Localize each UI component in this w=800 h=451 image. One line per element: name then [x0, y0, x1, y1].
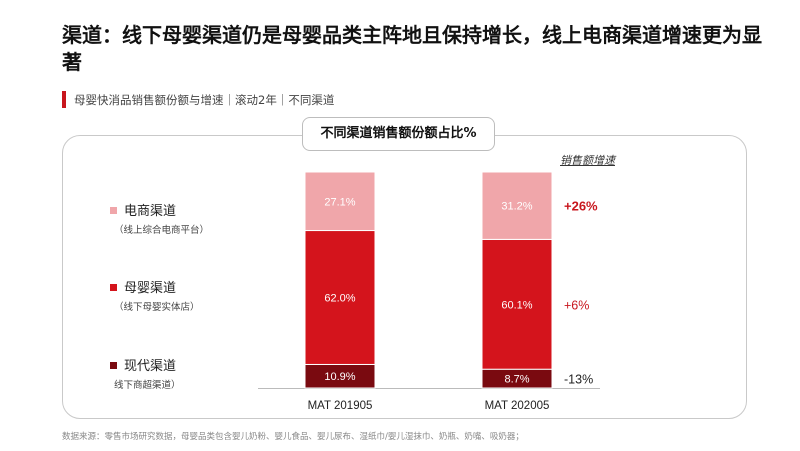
- data-label-ecommerce: 31.2%: [501, 201, 532, 213]
- legend-note-ecommerce: （线上综合电商平台）: [114, 225, 210, 236]
- data-label-maternity: 62.0%: [324, 292, 355, 304]
- growth-label-maternity: +6%: [564, 298, 589, 312]
- growth-header: 销售额增速: [560, 154, 615, 167]
- bar-segment-ecommerce: [304, 171, 376, 232]
- source-note: 数据来源：零售市场研究数据，母婴品类包含婴儿奶粉、婴儿食品、婴儿尿布、湿纸巾/婴…: [62, 432, 524, 442]
- x-tick-label: MAT 201905: [308, 400, 373, 412]
- bar-segment-maternity: [481, 238, 553, 370]
- growth-label-modern: -13%: [564, 373, 593, 387]
- legend-swatch-modern: [110, 362, 117, 369]
- x-tick-label: MAT 202005: [485, 400, 550, 412]
- bar-segment-ecommerce: [481, 171, 553, 240]
- legend-item-maternity: 母婴渠道 （线下母婴实体店）: [110, 277, 240, 313]
- legend-item-modern: 现代渠道 线下商超渠道）: [110, 355, 240, 391]
- chart-title: 不同渠道销售额份额占比%: [302, 117, 495, 151]
- legend-note-modern: 线下商超渠道）: [114, 380, 181, 391]
- legend-item-ecommerce: 电商渠道 （线上综合电商平台）: [110, 200, 240, 236]
- data-label-ecommerce: 27.1%: [324, 196, 355, 208]
- data-label-modern: 8.7%: [504, 374, 529, 386]
- legend-label-maternity: 母婴渠道: [124, 281, 177, 296]
- legend-label-modern: 现代渠道: [124, 359, 177, 374]
- legend-label-ecommerce: 电商渠道: [124, 204, 177, 219]
- legend-note-maternity: （线下母婴实体店）: [114, 302, 200, 313]
- legend-swatch-maternity: [110, 284, 117, 291]
- page-subtitle: 母婴快消品销售额份额与增速｜滚动2年｜不同渠道: [74, 93, 335, 107]
- subtitle-accent-bar: [62, 91, 66, 108]
- legend-swatch-ecommerce: [110, 207, 117, 214]
- data-label-maternity: 60.1%: [501, 299, 532, 311]
- growth-label-ecommerce: +26%: [564, 199, 598, 214]
- data-label-modern: 10.9%: [324, 371, 355, 383]
- page-title: 渠道：线下母婴渠道仍是母婴品类主阵地且保持增长，线上电商渠道增速更为显著: [62, 23, 762, 74]
